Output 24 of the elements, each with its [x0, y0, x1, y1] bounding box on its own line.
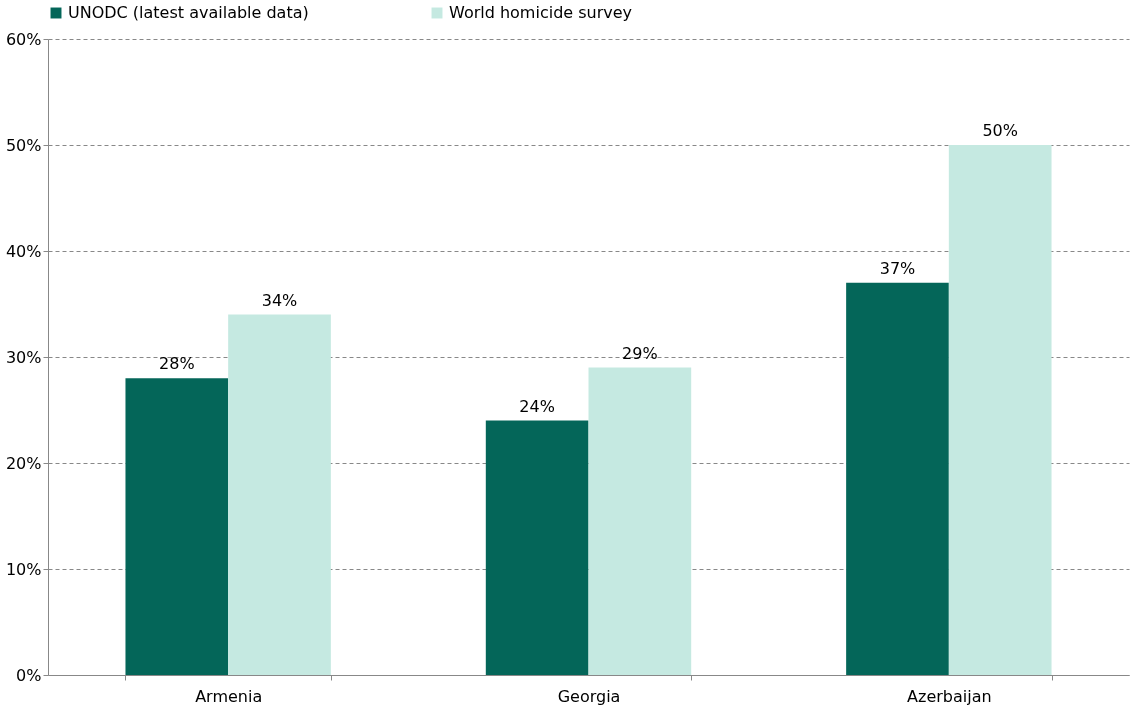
y-tick-label: 20% [5, 453, 42, 473]
data-label: 34% [261, 290, 298, 310]
legend-label: World homicide survey [449, 3, 633, 22]
data-label: 29% [622, 343, 658, 363]
y-tick-label: 60% [5, 29, 42, 49]
data-label: 24% [519, 396, 555, 416]
legend-label: UNODC (latest available data) [68, 3, 309, 22]
data-label: 50% [982, 121, 1018, 140]
bar [588, 367, 692, 675]
y-tick-label: 10% [5, 559, 42, 579]
y-tick-label: 50% [5, 135, 42, 155]
x-tick-label: Armenia [195, 686, 263, 706]
data-label: 28% [159, 354, 195, 374]
bar [125, 378, 229, 675]
x-tick-label: Azerbaijan [907, 686, 992, 706]
bar [948, 145, 1052, 675]
bar [228, 314, 331, 675]
x-tick-label: Georgia [557, 686, 621, 706]
bar [846, 282, 949, 675]
y-tick-label: 30% [5, 347, 42, 367]
y-tick-label: 40% [5, 241, 42, 261]
bar [485, 420, 589, 675]
data-label: 37% [879, 258, 916, 278]
y-tick-label: 0% [16, 665, 42, 685]
